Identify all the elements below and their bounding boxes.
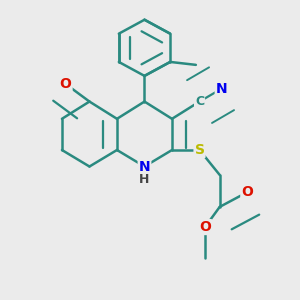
Text: O: O [60,77,71,91]
Text: C: C [195,95,204,108]
Text: H: H [139,173,150,186]
Text: S: S [194,143,205,157]
Text: N: N [139,160,150,173]
Text: O: O [241,185,253,199]
Text: O: O [199,220,211,234]
Text: N: N [216,82,227,96]
